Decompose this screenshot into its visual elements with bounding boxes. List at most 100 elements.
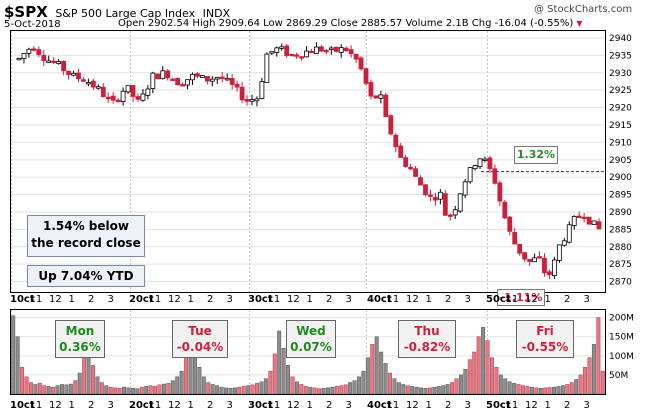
x-tick-label: 12 (525, 294, 538, 305)
volume-bar (348, 382, 353, 394)
x-tick-label: 3 (108, 400, 114, 411)
volume-bar (494, 367, 499, 394)
x-tick-label: 20ct (129, 294, 154, 305)
x-tick-label: 11 (268, 294, 281, 305)
volume-bar (51, 386, 56, 394)
candle-body (46, 60, 52, 63)
candle-body (259, 81, 265, 99)
volume-bar (574, 379, 579, 394)
x-tick-label: 1 (188, 294, 194, 305)
candle-body (477, 158, 483, 168)
candle-body (378, 94, 384, 99)
volume-bar (334, 386, 339, 394)
volume-bar (330, 386, 335, 394)
ohlc-line: Open 2902.54 High 2909.64 Low 2869.29 Cl… (118, 18, 583, 29)
x-tick-label: 10ct (10, 294, 35, 305)
volume-bar (117, 388, 122, 394)
volume-bar (512, 383, 517, 394)
volume-bar (241, 386, 246, 394)
x-tick-label: 1 (545, 400, 551, 411)
candle-body (343, 47, 349, 52)
candle-body (547, 271, 552, 276)
candle-body (76, 72, 81, 80)
candle-body (304, 50, 309, 58)
volume-bar (15, 336, 20, 394)
candle-body (299, 56, 304, 59)
candle-body (284, 45, 290, 56)
volume-tick-label: 150M (609, 333, 634, 343)
volume-bar (281, 347, 286, 394)
volume-bar (401, 384, 406, 394)
volume-bar (357, 376, 361, 394)
volume-tick-label: 200M (609, 314, 634, 324)
x-tick-label: 40ct (367, 294, 392, 305)
index-name: S&P 500 Large Cap Index (55, 7, 196, 20)
volume-bar (237, 386, 242, 394)
volume-bar (507, 381, 512, 394)
day-name: Mon (65, 324, 95, 338)
candle-body (487, 157, 493, 170)
volume-bar (343, 384, 348, 394)
candle-body (269, 51, 275, 54)
x-tick-label: 11 (149, 294, 162, 305)
day-box-mon: Mon 0.36% (55, 320, 105, 358)
volume-bar (201, 376, 206, 394)
volume-bar (11, 315, 16, 394)
candle-body (353, 53, 359, 60)
x-tick-label: 2 (207, 400, 213, 411)
volume-bar (591, 344, 596, 394)
x-tick-label: 11 (30, 294, 43, 305)
volume-bar (144, 386, 149, 394)
credit-label: @ StockCharts.com (534, 4, 633, 15)
x-tick-label: 50ct (486, 400, 511, 411)
candle-body (472, 165, 478, 170)
x-tick-label: 2 (88, 294, 94, 305)
candle-body (86, 82, 91, 85)
day-name: Tue (188, 324, 212, 338)
candle-body (239, 86, 245, 101)
volume-bar (232, 387, 237, 394)
candle-body (279, 46, 285, 49)
volume-bar (148, 385, 153, 394)
price-tick-label: 2925 (609, 86, 632, 96)
volume-bar (352, 380, 357, 394)
loss-tag: -1.11% (497, 289, 545, 306)
volume-bar (317, 388, 322, 394)
candle-body (155, 73, 161, 80)
candle-body (522, 252, 528, 260)
volume-bar (379, 351, 384, 394)
candle-body (368, 82, 374, 97)
candle-body (140, 93, 146, 101)
candle-body (90, 80, 96, 88)
volume-bar (24, 376, 29, 394)
candle-body (512, 232, 518, 245)
day-box-fri: Fri -0.55% (516, 320, 574, 358)
price-tick-label: 2910 (609, 138, 632, 148)
x-tick-label: 20ct (129, 400, 154, 411)
x-tick-label: 11 (149, 400, 162, 411)
volume-bar (503, 378, 508, 394)
x-tick-label: 12 (168, 400, 181, 411)
candle-body (209, 78, 215, 82)
price-tick-label: 2915 (609, 121, 632, 131)
volume-bar (467, 359, 472, 394)
candle-body (289, 53, 295, 57)
candle-body (393, 134, 399, 148)
x-tick-label: 1 (545, 294, 551, 305)
day-box-thu: Thu -0.82% (398, 320, 456, 358)
ticker-symbol: $SPX (4, 3, 48, 21)
candle-body (56, 61, 62, 64)
x-tick-label: 12 (287, 400, 300, 411)
price-tick-label: 2940 (609, 34, 632, 44)
volume-bar (272, 353, 277, 394)
candle-body (309, 50, 314, 54)
x-tick-label: 2 (564, 294, 570, 305)
candle-body (581, 216, 587, 220)
x-tick-label: 12 (525, 400, 538, 411)
price-tick-label: 2900 (609, 173, 632, 183)
volume-bar (46, 386, 51, 394)
volume-bar (583, 367, 588, 394)
candle-body (532, 257, 537, 263)
candle-body (219, 76, 225, 79)
volume-bar (534, 387, 539, 394)
